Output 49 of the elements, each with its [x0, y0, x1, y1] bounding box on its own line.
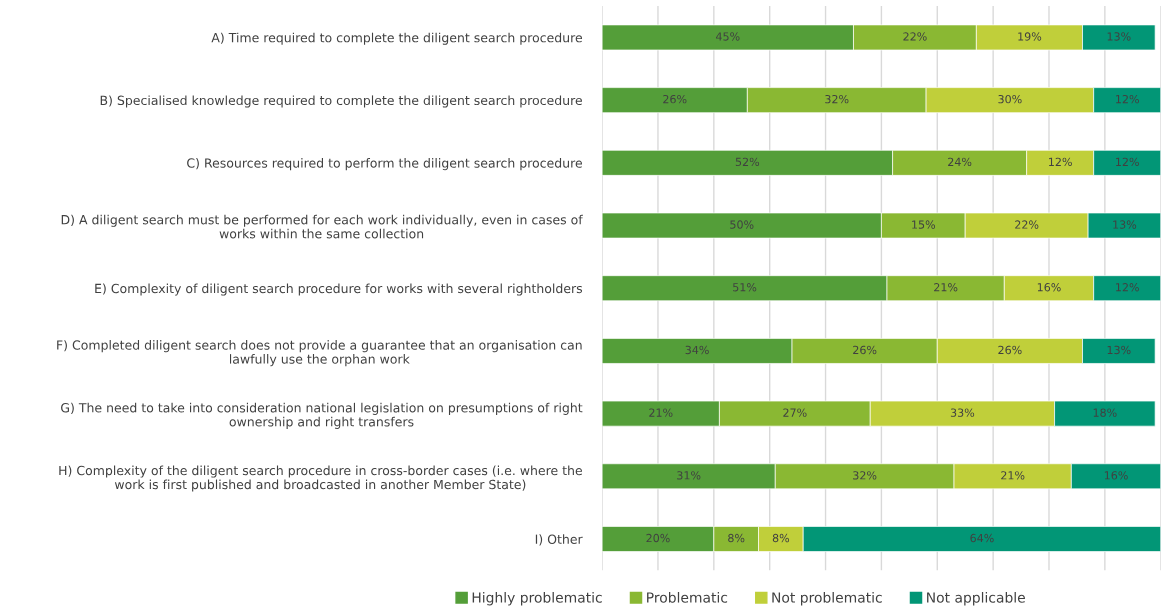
data-label: 13%	[1107, 345, 1131, 355]
data-label: 33%	[950, 408, 975, 417]
data-label: 21%	[1001, 471, 1025, 480]
data-label: 51%	[733, 283, 757, 292]
data-label: 21%	[649, 408, 673, 417]
data-label: 27%	[783, 408, 807, 417]
data-label: 26%	[853, 345, 877, 355]
data-label: 32%	[825, 94, 849, 104]
data-label: 8%	[772, 533, 790, 543]
y-tick-label: I) Other	[535, 534, 583, 546]
data-label: 45%	[715, 32, 740, 41]
data-label: 26%	[663, 94, 687, 104]
y-tick-label: G) The need to take into consideration national legislation on presumptions of right ownership and right transfers	[61, 402, 583, 429]
y-tick-label: B) Specialised knowledge required to complete the diligent search procedure	[100, 95, 582, 108]
y-tick-label: E) Complexity of diligent search procedure for works with several rightholders	[95, 283, 583, 296]
data-label: 15%	[912, 220, 936, 229]
y-tick-label: C) Resources required to perform the diligent search procedure	[187, 158, 582, 171]
y-tick-label: H) Complexity of the diligent search procedure in cross-border cases (i.e. where the work is first published and broadcasted in another Member State)	[59, 465, 582, 492]
data-label: 34%	[685, 345, 709, 355]
data-label: 24%	[948, 157, 972, 167]
data-label: 50%	[730, 220, 754, 229]
data-label: 30%	[998, 94, 1022, 104]
data-label: 13%	[1113, 220, 1137, 229]
data-label: 12%	[1116, 157, 1139, 167]
legend-label: Problematic	[647, 592, 728, 603]
data-label: 12%	[1049, 157, 1072, 167]
data-label: 22%	[903, 32, 927, 41]
data-label: 22%	[1015, 220, 1039, 229]
y-tick-label: D) A diligent search must be performed for each work individually, even in cases of works within the same collection	[61, 214, 583, 239]
data-label: 31%	[677, 471, 701, 480]
data-label: 18%	[1093, 408, 1117, 417]
y-tick-label: F) Completed diligent search does not provide a guarantee that an organisation can lawfully use the orphan work	[57, 340, 582, 367]
data-label: 64%	[970, 533, 994, 543]
legend-label: Highly problematic	[472, 592, 602, 606]
data-label: 20%	[646, 533, 670, 543]
data-label: 21%	[934, 283, 958, 292]
data-label: 26%	[998, 345, 1022, 355]
data-label: 52%	[735, 157, 760, 167]
data-label: 19%	[1018, 32, 1042, 41]
data-label: 16%	[1104, 471, 1128, 480]
y-tick-label: A) Time required to complete the diligent search procedure	[211, 32, 582, 45]
data-label: 8%	[728, 533, 745, 543]
legend-label: Not applicable	[927, 592, 1025, 606]
data-label: 12%	[1116, 94, 1139, 104]
data-label: 13%	[1107, 32, 1131, 41]
data-label: 12%	[1116, 283, 1139, 292]
data-label: 32%	[853, 471, 877, 480]
data-label: 16%	[1037, 283, 1061, 292]
legend-label: Not problematic	[772, 592, 882, 606]
